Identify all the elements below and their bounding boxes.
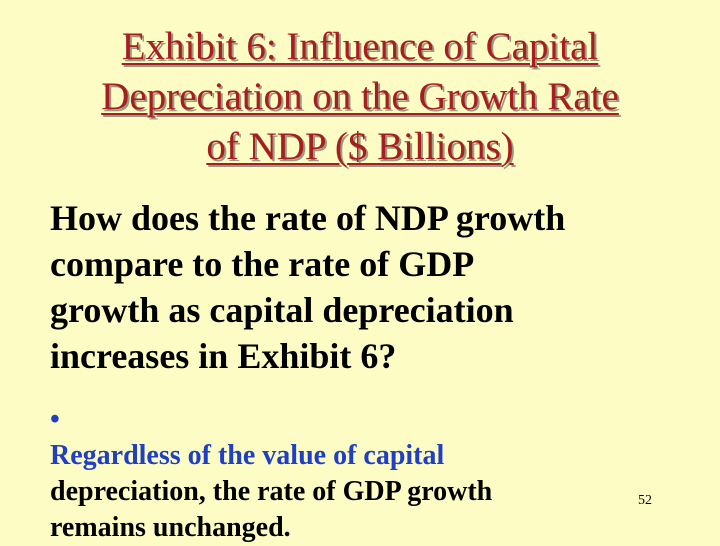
question-line: How does the rate of NDP growth xyxy=(50,198,566,238)
question-line: growth as capital depreciation xyxy=(50,290,514,330)
question-text: How does the rate of NDP growth compare … xyxy=(50,195,690,379)
answer-line: • Regardless of the value of capital xyxy=(50,402,650,474)
answer-bullet: • Regardless of the value of capital dep… xyxy=(50,402,650,546)
title-line: Exhibit 6: Influence of Capital xyxy=(121,25,599,68)
answer-line-text: Regardless of the value of capital xyxy=(50,440,445,471)
slide-title: Exhibit 6: Influence of Capital Deprecia… xyxy=(20,22,700,172)
bullet-icon: • xyxy=(50,404,60,435)
answer-line: depreciation, the rate of GDP growth xyxy=(50,476,493,507)
title-line: Depreciation on the Growth Rate xyxy=(101,75,619,118)
answer-line: remains unchanged. xyxy=(50,512,291,543)
title-line: of NDP ($ Billions) xyxy=(206,125,514,168)
page-number: 52 xyxy=(638,493,652,508)
question-line: increases in Exhibit 6? xyxy=(50,336,397,376)
question-line: compare to the rate of GDP xyxy=(50,244,475,284)
